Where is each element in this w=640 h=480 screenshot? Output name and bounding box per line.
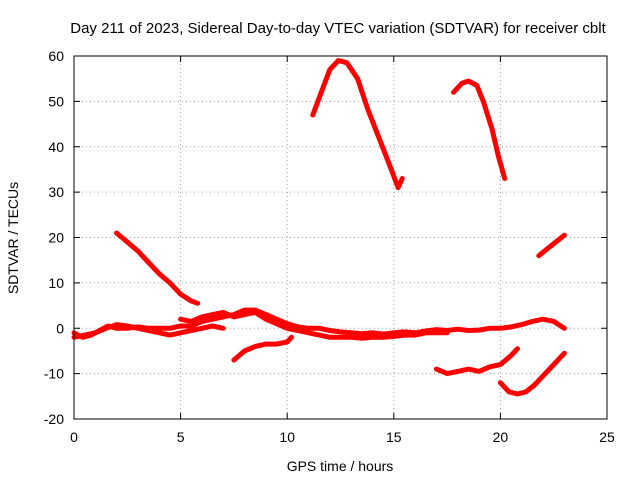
x-tick-label: 0 [70, 429, 78, 445]
x-tick-label: 25 [599, 429, 615, 445]
chart-title: Day 211 of 2023, Sidereal Day-to-day VTE… [70, 20, 606, 37]
y-tick-label: 10 [48, 275, 64, 291]
series-layer [71, 58, 567, 397]
series-arc-6 [178, 309, 450, 341]
y-tick-label: -20 [44, 411, 64, 427]
x-tick-label: 15 [386, 429, 402, 445]
series-arc-1 [310, 58, 405, 191]
y-tick-label: 40 [48, 139, 64, 155]
y-tick-label: 0 [56, 320, 64, 336]
y-axis-label: SDTVAR / TECUs [5, 182, 21, 294]
series-arc-7 [71, 322, 226, 340]
ticks: 0 5 10 15 20 25 -20 -10 0 10 20 30 40 50 60 [44, 48, 615, 445]
series-arc-8 [231, 334, 294, 363]
y-tick-label: 20 [48, 230, 64, 246]
grid [74, 56, 607, 419]
series-arc-10 [497, 350, 567, 397]
series-arc-4 [536, 232, 567, 259]
series-arc-9 [433, 346, 520, 377]
series-arc-3 [114, 230, 201, 306]
series-arc-2 [451, 78, 508, 181]
x-tick-label: 5 [177, 429, 185, 445]
x-axis-label: GPS time / hours [287, 458, 394, 474]
y-tick-label: 50 [48, 93, 64, 109]
y-tick-label: 30 [48, 184, 64, 200]
x-tick-label: 20 [493, 429, 509, 445]
y-tick-label: 60 [48, 48, 64, 64]
x-tick-label: 10 [279, 429, 295, 445]
plot-frame [73, 55, 608, 420]
y-tick-label: -10 [44, 366, 64, 382]
